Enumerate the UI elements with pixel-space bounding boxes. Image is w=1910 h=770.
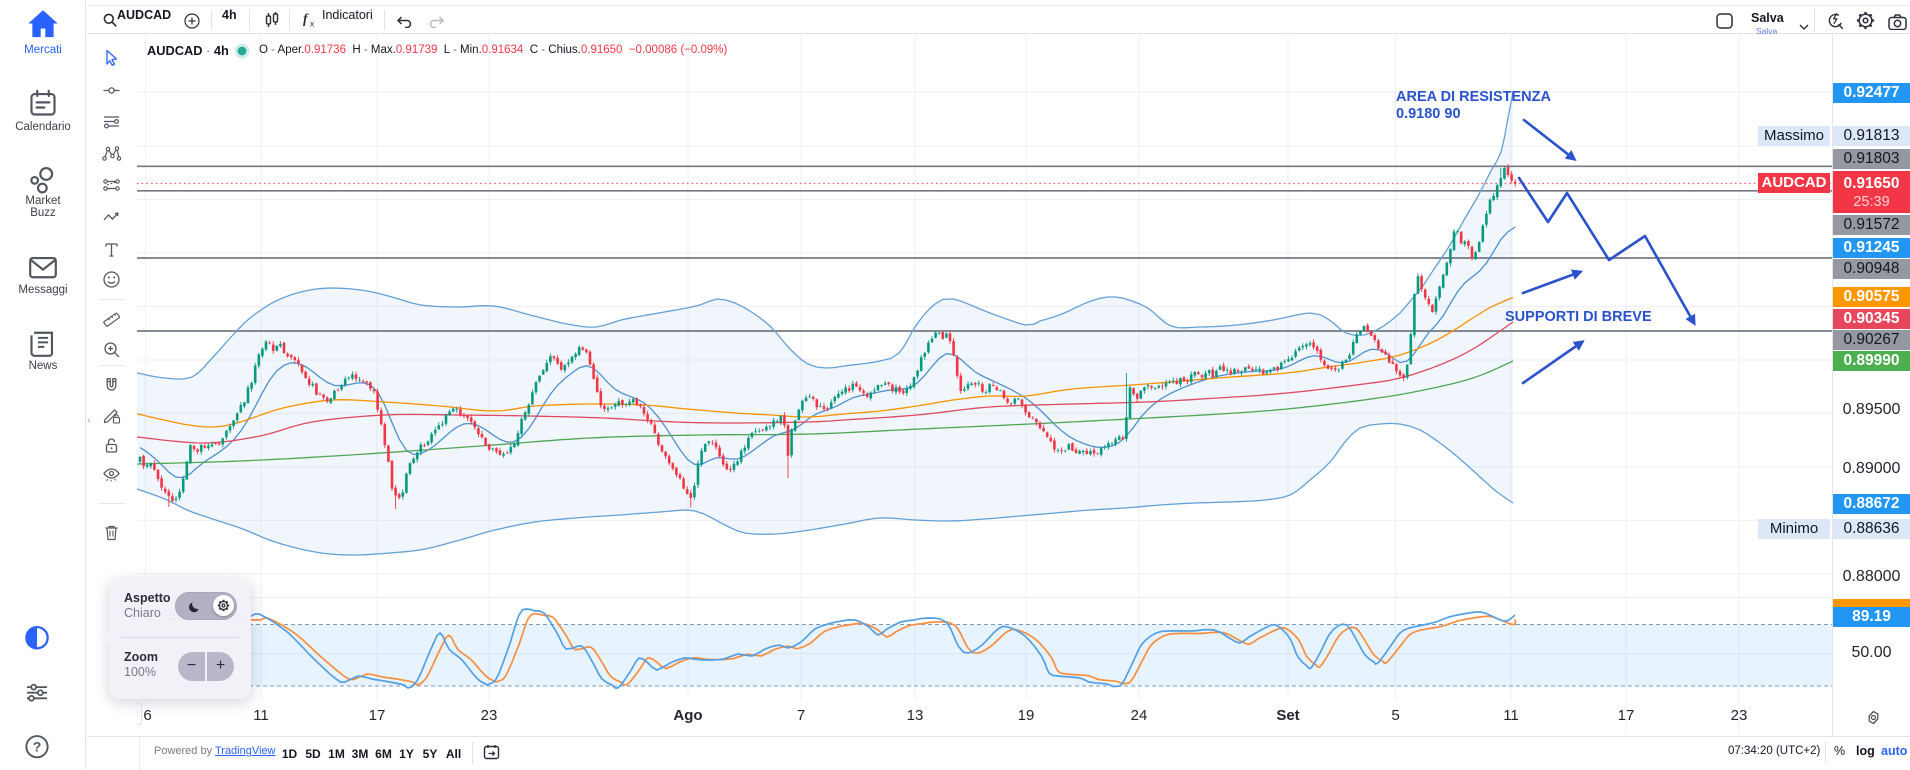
svg-text:f: f xyxy=(303,11,309,26)
svg-text:?: ? xyxy=(33,739,42,755)
svg-text:x: x xyxy=(310,19,315,29)
